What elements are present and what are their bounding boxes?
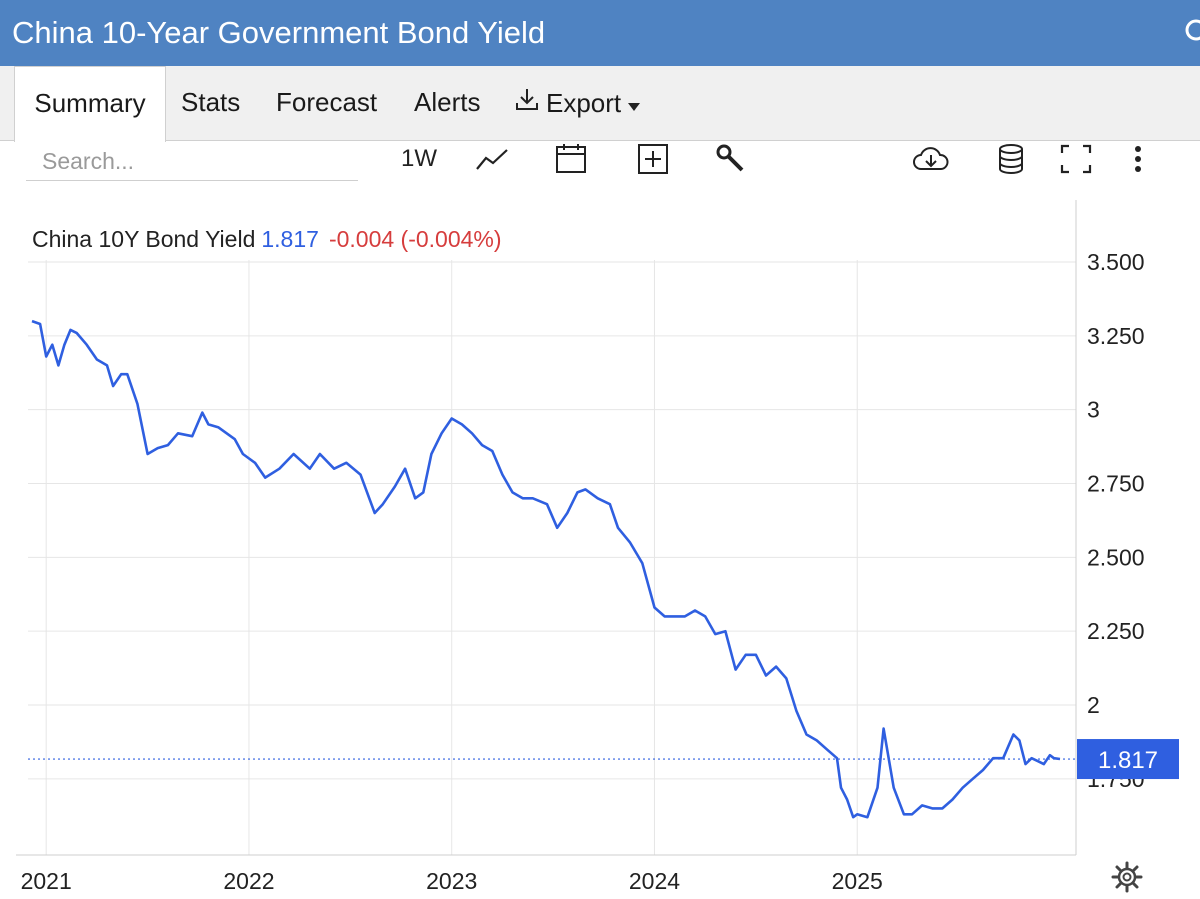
gear-icon[interactable] <box>1111 861 1143 893</box>
header-bar: China 10-Year Government Bond Yield <box>0 0 1200 66</box>
chart-legend: China 10Y Bond Yield 1.817 -0.004 (-0.004%… <box>32 226 502 253</box>
tab-stats[interactable]: Stats <box>181 87 241 117</box>
fullscreen-icon[interactable] <box>1058 141 1094 177</box>
last-value-label: 1.817 <box>1098 747 1158 774</box>
export-button[interactable]: Export <box>514 66 641 140</box>
y-tick-label: 3.500 <box>1087 249 1145 275</box>
x-tick-label: 2025 <box>832 868 883 894</box>
x-tick-label: 2023 <box>426 868 477 894</box>
tab-summary[interactable]: Summary <box>14 66 166 142</box>
tab-forecast[interactable]: Forecast <box>276 87 378 117</box>
x-tick-label: 2021 <box>21 868 72 894</box>
download-icon <box>514 67 540 139</box>
legend-last-value: 1.817 <box>261 226 319 252</box>
page-title: China 10-Year Government Bond Yield <box>12 15 546 50</box>
chart-toolbar: 1W <box>0 141 1200 186</box>
legend-series-name: China 10Y Bond Yield <box>32 226 256 252</box>
more-vertical-icon[interactable] <box>1126 141 1150 177</box>
cloud-download-icon[interactable] <box>911 141 951 177</box>
export-label: Export <box>546 88 622 118</box>
y-tick-label: 2.250 <box>1087 618 1145 644</box>
calendar-icon[interactable] <box>553 141 589 177</box>
series-line <box>31 319 1061 819</box>
y-tick-label: 3 <box>1087 397 1100 423</box>
y-tick-label: 2 <box>1087 692 1100 718</box>
caret-down-icon <box>627 67 641 139</box>
last-value-badge <box>1077 739 1179 780</box>
tab-alerts[interactable]: Alerts <box>414 87 481 117</box>
y-tick-label: 2.750 <box>1087 471 1145 497</box>
interval-button[interactable]: 1W <box>401 145 437 172</box>
add-indicator-icon[interactable] <box>635 141 671 177</box>
legend-change: -0.004 (-0.004%) <box>328 226 502 252</box>
y-tick-label: 2.500 <box>1087 544 1145 570</box>
tab-bar: Summary Stats Forecast Alerts Export <box>0 66 1200 142</box>
line-chart-icon[interactable] <box>474 141 510 177</box>
search-input[interactable] <box>26 143 358 181</box>
x-tick-label: 2024 <box>629 868 680 894</box>
x-tick-label: 2022 <box>223 868 274 894</box>
price-chart[interactable]: 3.5003.25032.7502.5002.25021.75020212022… <box>0 186 1200 899</box>
database-icon[interactable] <box>995 141 1027 177</box>
search-icon[interactable] <box>1182 16 1200 50</box>
wrench-icon[interactable] <box>713 141 749 177</box>
y-tick-label: 3.250 <box>1087 323 1145 349</box>
